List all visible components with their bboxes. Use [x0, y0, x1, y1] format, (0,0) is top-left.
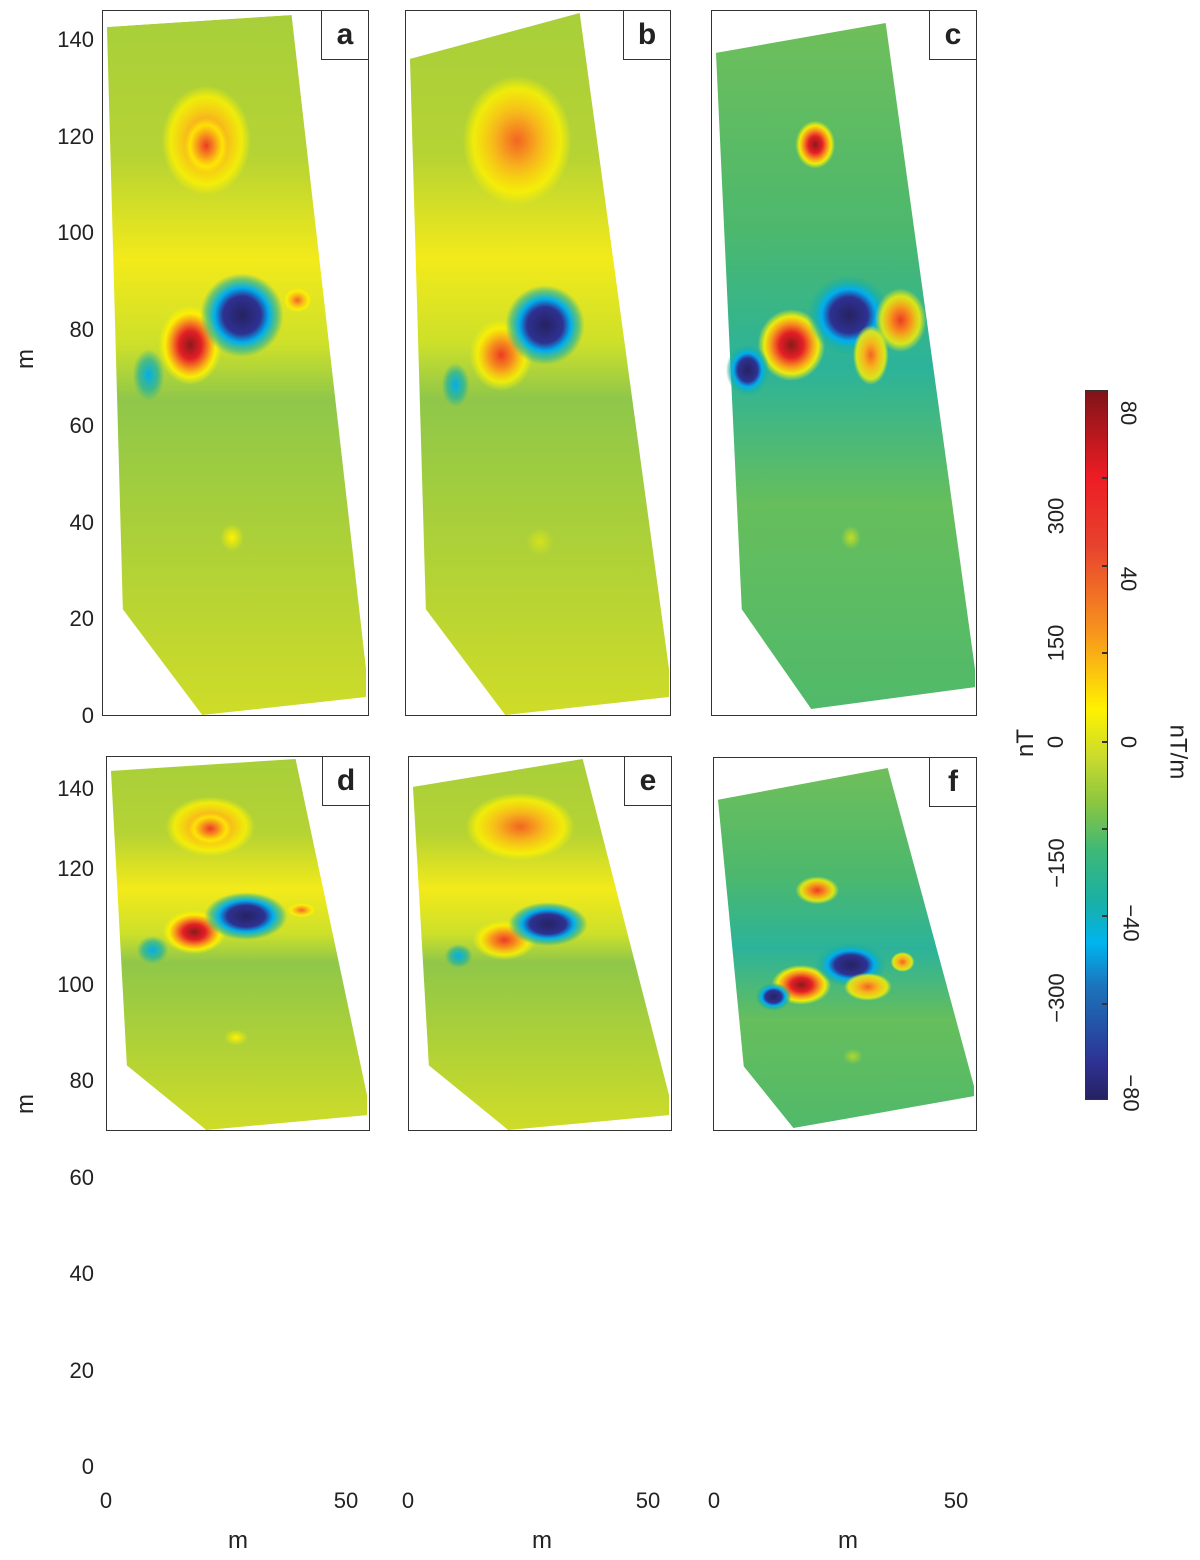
panel-f: f [713, 757, 977, 1131]
xtick: 50 [943, 1488, 969, 1513]
cb-tick [1102, 477, 1108, 479]
panel-label-f: f [929, 758, 976, 807]
panel-label-d: d [322, 757, 369, 806]
ytick: 20 [69, 1358, 94, 1383]
ytick: 140 [57, 776, 94, 801]
ytick: 40 [69, 510, 94, 535]
xtick: 0 [401, 1488, 415, 1513]
y-axis-title-top: m [12, 349, 39, 369]
heatmap-d [110, 758, 368, 1130]
xtick: 0 [707, 1488, 721, 1513]
panel-d: d [106, 756, 370, 1131]
cb-left-tick-label: 150 [1043, 624, 1069, 662]
panel-label-a: a [321, 11, 368, 60]
cb-right-tick-label: 40 [1116, 566, 1142, 592]
panel-b: b [405, 10, 671, 716]
cb-left-tick-label: −300 [1043, 973, 1069, 1023]
ytick: 0 [81, 1454, 94, 1479]
cb-left-tick-label: 0 [1043, 735, 1069, 749]
heatmap-f [717, 767, 975, 1129]
cb-tick [1102, 565, 1108, 567]
y-axis-title-bottom: m [12, 1094, 39, 1114]
cb-left-tick-label: −150 [1043, 838, 1069, 888]
cb-tick [1102, 828, 1108, 830]
ytick: 120 [57, 124, 94, 149]
cb-right-tick-label: 0 [1116, 735, 1142, 749]
xtick: 50 [333, 1488, 359, 1513]
ytick: 100 [57, 220, 94, 245]
panel-label-e: e [624, 757, 671, 806]
x-axis-title-2: m [532, 1527, 552, 1554]
x-axis-title-3: m [838, 1527, 858, 1554]
panel-label-b: b [623, 11, 670, 60]
cb-tick [1102, 1003, 1108, 1005]
cb-right-title: nT/m [1164, 724, 1192, 780]
ytick: 60 [69, 1165, 94, 1190]
heatmap-c [715, 22, 976, 710]
cb-left-title: nT [1012, 728, 1040, 758]
ytick: 80 [69, 1068, 94, 1093]
ytick: 0 [81, 703, 94, 728]
panel-label-c: c [929, 11, 976, 60]
ytick: 100 [57, 972, 94, 997]
ytick: 60 [69, 413, 94, 438]
heatmap-a [103, 11, 367, 715]
panel-e: e [408, 756, 672, 1131]
cb-tick [1102, 741, 1108, 743]
cb-right-tick-label: 80 [1116, 400, 1142, 426]
xtick: 50 [635, 1488, 661, 1513]
cb-left-tick-label: 300 [1043, 497, 1069, 535]
panel-c: c [711, 10, 977, 716]
cb-right-tick-label: −40 [1118, 904, 1144, 942]
heatmap-b [409, 12, 670, 715]
cb-tick [1102, 915, 1108, 917]
cb-tick [1102, 652, 1108, 654]
ytick: 140 [57, 27, 94, 52]
ytick: 120 [57, 856, 94, 881]
xtick: 0 [99, 1488, 113, 1513]
ytick: 80 [69, 317, 94, 342]
heatmap-e [412, 758, 670, 1130]
ytick: 20 [69, 606, 94, 631]
colorbar [1085, 390, 1108, 1100]
cb-right-tick-label: −80 [1118, 1074, 1144, 1112]
x-axis-title-1: m [228, 1527, 248, 1554]
panel-a: a [102, 10, 369, 716]
ytick: 40 [69, 1261, 94, 1286]
